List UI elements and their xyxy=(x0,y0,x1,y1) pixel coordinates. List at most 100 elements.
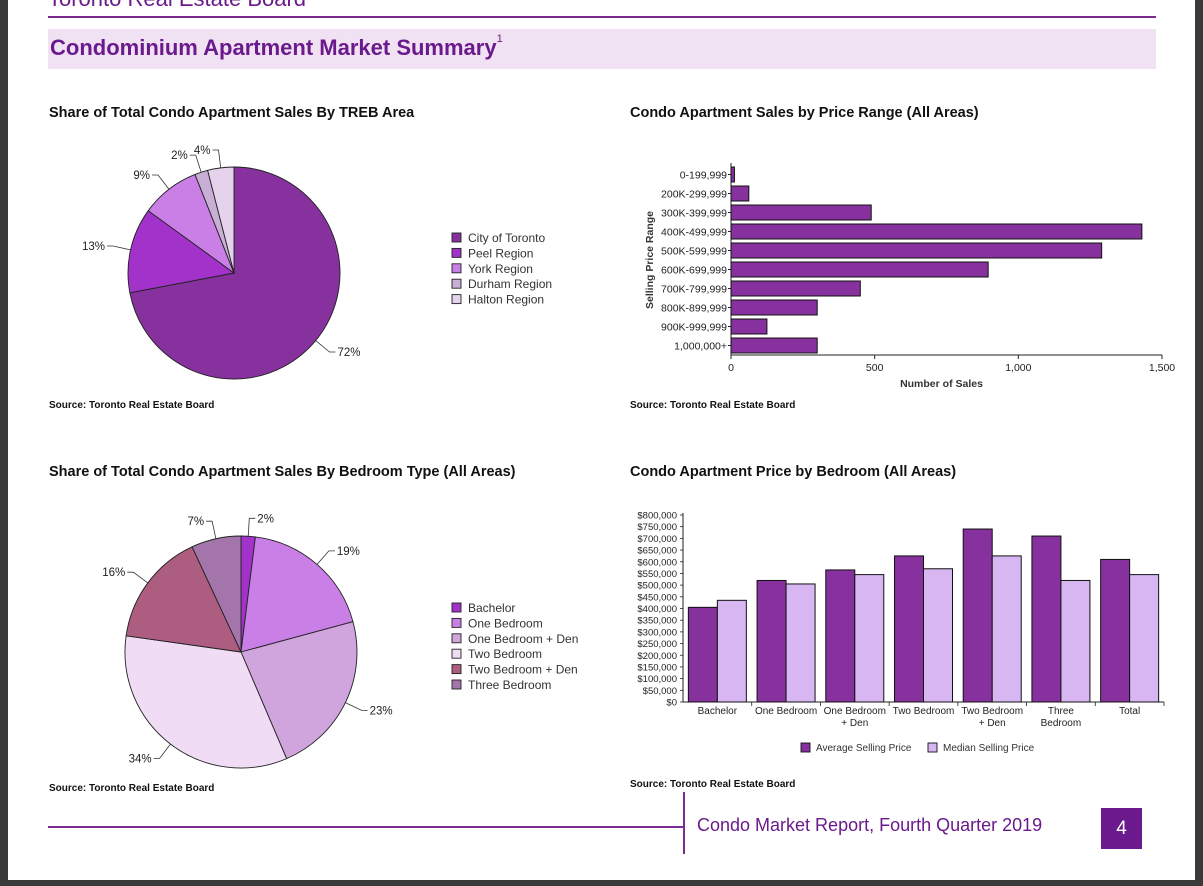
bar-4 xyxy=(730,242,1103,259)
y-axis-title: Selling Price Range xyxy=(644,211,656,309)
legend-label: Two Bedroom xyxy=(468,647,542,661)
pie-leader-line xyxy=(345,702,368,711)
y-tick-label: $750,000 xyxy=(637,522,677,533)
bar-0-2 xyxy=(825,569,856,703)
pie-value-label: 2% xyxy=(257,513,274,525)
y-tick-label: $500,000 xyxy=(637,581,677,592)
bar-0-6 xyxy=(1100,558,1131,703)
legend-label: One Bedroom + Den xyxy=(468,632,578,646)
x-tick-label: Two Bedroom xyxy=(961,706,1023,717)
pie-value-label: 2% xyxy=(171,150,188,162)
pie-leader-line xyxy=(315,340,336,353)
legend-label: Durham Region xyxy=(468,277,552,291)
pie-slice-2-2 xyxy=(240,621,358,760)
x-tick-label: One Bedroom xyxy=(755,706,817,717)
footer-vertical-divider xyxy=(683,792,685,854)
x-tick-label: One Bedroom xyxy=(824,706,886,717)
legend-swatch xyxy=(451,664,462,675)
bar-1-2 xyxy=(854,574,885,703)
bar-1-5 xyxy=(1060,579,1091,703)
x-tick-label: Total xyxy=(1119,706,1140,717)
bedroom-pie-title: Share of Total Condo Apartment Sales By … xyxy=(49,464,516,480)
pie-slice-2-1 xyxy=(240,536,354,653)
legend-label: Peel Region xyxy=(468,246,533,260)
bar-0-1 xyxy=(756,579,787,703)
legend-swatch xyxy=(451,247,462,258)
legend-label: Average Selling Price xyxy=(816,743,912,754)
pie-leader-line xyxy=(189,154,202,173)
pie-leader-line xyxy=(316,550,335,565)
bar-7 xyxy=(730,299,818,316)
pie-slice-2-5 xyxy=(191,535,242,653)
y-tick-label: $700,000 xyxy=(637,534,677,545)
bar-0-4 xyxy=(962,528,993,703)
y-tick-label: 0-199,999 xyxy=(680,170,727,182)
x-tick-label: 500 xyxy=(866,362,884,374)
pie-slice-0-1 xyxy=(127,210,236,294)
price-range-source: Source: Toronto Real Estate Board xyxy=(630,400,796,411)
y-tick-label: $200,000 xyxy=(637,651,677,662)
x-tick-label: Three xyxy=(1048,706,1075,717)
y-tick-label: $300,000 xyxy=(637,627,677,638)
y-tick-label: 200K-299,999 xyxy=(661,189,727,201)
pie-value-label: 34% xyxy=(129,753,152,765)
pie-leader-line xyxy=(153,743,171,759)
legend-swatch xyxy=(800,742,811,753)
y-tick-label: 1,000,000+ xyxy=(674,341,727,353)
pie-slice-0-4 xyxy=(207,166,235,274)
price-range-bar-chart: 0-199,999 200K-299,999 300K-399,999 400K-49… xyxy=(644,163,1175,390)
legend-label: Bachelor xyxy=(468,601,515,615)
y-tick-label: $100,000 xyxy=(637,674,677,685)
pie-value-label: 13% xyxy=(82,241,105,253)
price-bedroom-bar-chart: $0$50,000$100,000$150,000$200,000$250,00… xyxy=(637,511,1165,754)
bar-0 xyxy=(730,166,735,183)
pie-leader-line xyxy=(107,245,131,251)
legend-label: City of Toronto xyxy=(468,231,545,245)
legend-label: York Region xyxy=(468,262,533,276)
title-footnote: 1 xyxy=(496,33,503,45)
page-number: 4 xyxy=(1101,808,1142,849)
y-tick-label: $0 xyxy=(666,698,677,709)
bar-1-3 xyxy=(923,568,953,703)
page-title-text: Condominium Apartment Market Summary xyxy=(50,35,497,60)
legend-swatch xyxy=(451,294,462,305)
bar-8 xyxy=(730,318,768,335)
bar-3 xyxy=(730,223,1143,240)
y-tick-label: $550,000 xyxy=(637,569,677,580)
price-range-title: Condo Apartment Sales by Price Range (Al… xyxy=(630,105,979,121)
y-tick-label: $50,000 xyxy=(643,686,677,697)
pie-value-label: 7% xyxy=(187,516,204,528)
area-pie-source: Source: Toronto Real Estate Board xyxy=(49,400,215,411)
legend-swatch xyxy=(451,263,462,274)
legend-swatch xyxy=(451,679,462,690)
pie-value-label: 9% xyxy=(133,170,150,182)
y-tick-label: 600K-699,999 xyxy=(661,265,727,277)
y-tick-label: $450,000 xyxy=(637,592,677,603)
legend-swatch xyxy=(451,617,462,628)
x-tick-label: 1,500 xyxy=(1149,362,1175,374)
bar-1-4 xyxy=(991,555,1022,703)
legend-label: Two Bedroom + Den xyxy=(468,663,578,677)
y-tick-label: 700K-799,999 xyxy=(661,284,727,296)
y-tick-label: $400,000 xyxy=(637,604,677,615)
x-tick-label: + Den xyxy=(841,718,868,729)
legend-swatch xyxy=(451,278,462,289)
pie-value-label: 16% xyxy=(102,567,125,579)
area-pie-title: Share of Total Condo Apartment Sales By … xyxy=(49,105,415,121)
pie-value-label: 19% xyxy=(337,546,360,558)
x-tick-label: Bedroom xyxy=(1041,718,1082,729)
legend-swatch xyxy=(451,648,462,659)
footer-divider xyxy=(48,826,684,828)
x-tick-label: Two Bedroom xyxy=(893,706,955,717)
y-tick-label: 400K-499,999 xyxy=(661,227,727,239)
pie-leader-line xyxy=(247,517,256,537)
legend-swatch xyxy=(451,633,462,644)
org-name: Toronto Real Estate Board xyxy=(48,0,306,12)
pie-slice-0-0 xyxy=(129,166,341,380)
bar-1 xyxy=(730,185,750,202)
y-tick-label: $250,000 xyxy=(637,639,677,650)
pie-leader-line xyxy=(212,149,222,168)
y-tick-label: 800K-899,999 xyxy=(661,303,727,315)
